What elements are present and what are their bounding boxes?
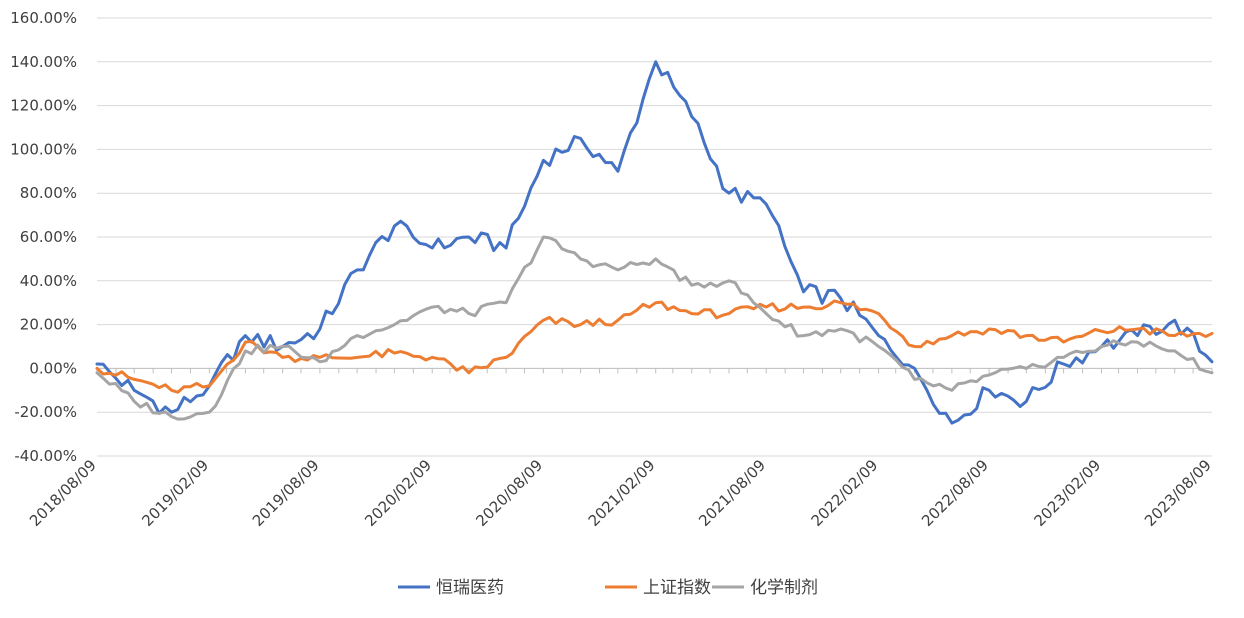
x-tick-label: 2022/02/09	[808, 456, 882, 530]
legend: 恒瑞医药 上证指数 化学制剂	[398, 578, 818, 598]
series-line-1	[95, 299, 1214, 394]
y-tick-label: -20.00%	[14, 403, 77, 421]
gridlines	[97, 17, 1212, 457]
x-tick-label: 2023/02/09	[1030, 456, 1104, 530]
x-tick-label: 2019/08/09	[249, 456, 323, 530]
x-tick-label: 2023/08/09	[1141, 456, 1215, 530]
series-line-2	[95, 235, 1214, 421]
y-tick-label: 120.00%	[10, 97, 77, 115]
series-lines	[95, 60, 1214, 425]
legend-label: 恒瑞医药	[436, 578, 504, 598]
y-tick-label: 20.00%	[20, 316, 77, 334]
y-tick-label: 140.00%	[10, 53, 77, 71]
x-tick-label: 2020/02/09	[361, 456, 435, 530]
legend-label: 上证指数	[643, 578, 711, 598]
y-tick-label: 80.00%	[20, 184, 77, 202]
x-tick-label: 2021/02/09	[585, 456, 659, 530]
legend-label: 化学制剂	[750, 578, 818, 598]
series-line-0	[95, 60, 1214, 425]
y-tick-label: 60.00%	[20, 228, 77, 246]
y-tick-label: 160.00%	[10, 9, 77, 27]
y-tick-label: 0.00%	[29, 359, 77, 377]
x-tick-label: 2019/02/09	[138, 456, 212, 530]
y-tick-label: 100.00%	[10, 140, 77, 158]
y-tick-label: 40.00%	[20, 272, 77, 290]
y-axis: -40.00% -20.00% 0.00% 20.00% 40.00% 60.00% 80.…	[10, 9, 77, 465]
x-tick-label: 2021/08/09	[695, 456, 769, 530]
x-tick-label: 2018/08/09	[26, 456, 100, 530]
x-tick-label: 2020/08/09	[472, 456, 546, 530]
y-tick-label: -40.00%	[14, 447, 77, 465]
x-tick-label: 2022/08/09	[918, 456, 992, 530]
